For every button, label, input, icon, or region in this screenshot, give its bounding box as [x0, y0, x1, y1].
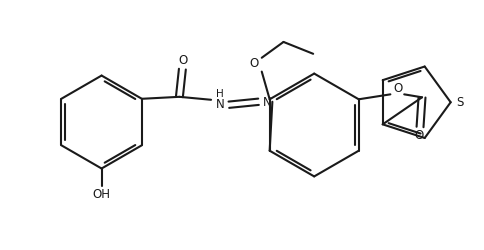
- Text: N: N: [215, 98, 224, 111]
- Text: H: H: [216, 89, 224, 99]
- Text: O: O: [393, 82, 402, 95]
- Text: N: N: [262, 96, 271, 109]
- Text: OH: OH: [92, 188, 110, 201]
- Text: O: O: [413, 130, 423, 142]
- Text: O: O: [179, 54, 188, 67]
- Text: O: O: [249, 57, 258, 70]
- Text: S: S: [455, 96, 462, 109]
